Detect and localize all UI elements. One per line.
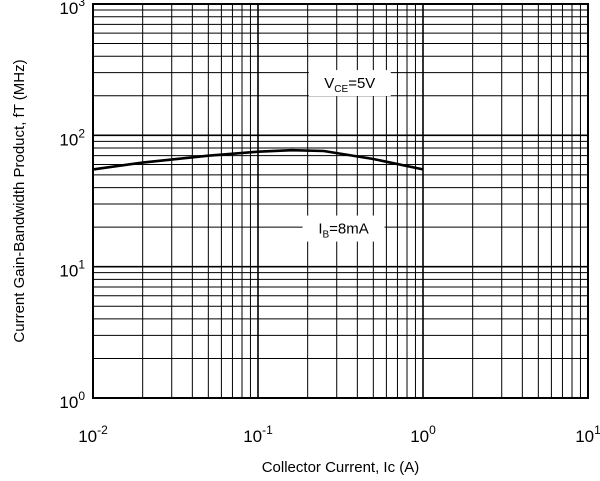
tick-base: 10 [410, 427, 429, 446]
x-tick-label: 10-2 [78, 423, 108, 446]
x-tick-label: 101 [575, 423, 600, 446]
annotation-symbol: I [318, 221, 322, 238]
x-axis-title: Collector Current, Ic (A) [262, 459, 420, 476]
tick-exponent: 2 [78, 126, 85, 140]
annotation-value: =5V [348, 75, 375, 92]
y-axis-title: Current Gain-Bandwidth Product, fT (MHz) [11, 59, 28, 342]
tick-base: 10 [78, 427, 97, 446]
tick-base: 10 [575, 427, 594, 446]
tick-base: 10 [59, 262, 78, 281]
y-tick-label: 100 [59, 389, 85, 412]
y-tick-label: 102 [59, 126, 85, 149]
tick-base: 10 [59, 130, 78, 149]
plot-frame [92, 3, 589, 399]
minor-gridlines [93, 4, 588, 398]
tick-exponent: -2 [97, 423, 108, 437]
annotation-subscript: B [323, 230, 330, 241]
tick-exponent: 0 [78, 389, 85, 403]
tick-exponent: 1 [78, 258, 85, 272]
tick-exponent: 3 [78, 0, 85, 9]
tick-exponent: 1 [594, 423, 600, 437]
series-line [92, 148, 424, 171]
annotation-symbol: V [324, 75, 334, 92]
major-gridlines [92, 4, 588, 399]
annotation-value: =8mA [329, 221, 369, 238]
annotation-label: VCE=5V [324, 75, 375, 95]
tick-base: 10 [59, 0, 78, 18]
series-layer [92, 148, 424, 171]
tick-base: 10 [59, 393, 78, 412]
tick-base: 10 [243, 427, 262, 446]
y-tick-label: 101 [59, 258, 85, 281]
annotation-subscript: CE [334, 84, 348, 95]
y-tick-label: 103 [59, 0, 85, 18]
annotation-box [308, 70, 391, 97]
annotation-label: IB=8mA [318, 221, 368, 241]
x-tick-label: 100 [410, 423, 436, 446]
tick-exponent: 0 [429, 423, 436, 437]
annotation-box [302, 215, 385, 242]
x-tick-label: 10-1 [243, 423, 273, 446]
annotations-layer: VCE=5V IB=8mA [302, 70, 391, 242]
tick-exponent: -1 [262, 423, 273, 437]
